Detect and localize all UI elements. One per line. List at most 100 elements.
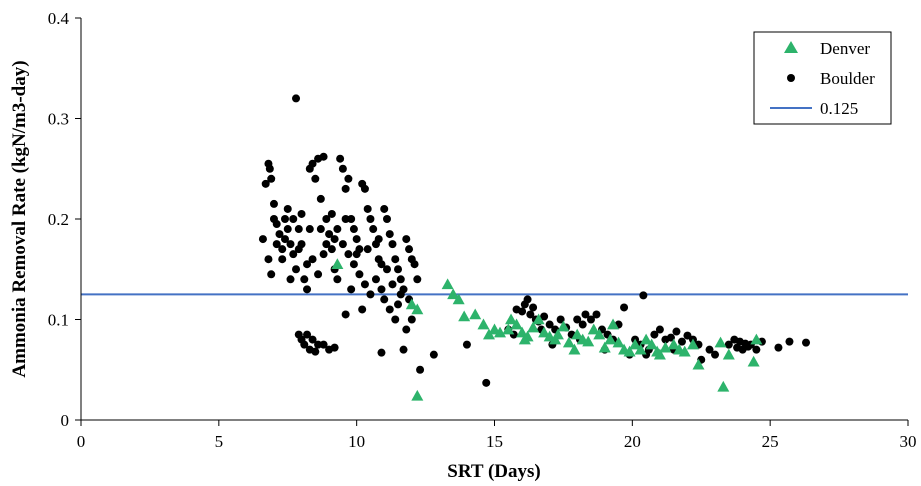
- boulder-point: [382, 215, 391, 223]
- boulder-point: [705, 345, 714, 354]
- boulder-point: [523, 295, 532, 304]
- boulder-point: [292, 94, 301, 103]
- denver-point: [452, 293, 465, 305]
- denver-point: [653, 348, 666, 360]
- boulder-point: [388, 280, 397, 289]
- legend-boulder-marker: [787, 74, 795, 82]
- x-tick-label: 25: [762, 432, 779, 451]
- boulder-point: [388, 240, 397, 249]
- boulder-point: [267, 174, 276, 183]
- boulder-point: [677, 337, 686, 346]
- denver-point: [505, 313, 518, 325]
- boulder-point: [316, 225, 325, 234]
- denver-point: [510, 318, 523, 330]
- x-tick-label: 30: [900, 432, 917, 451]
- y-tick-label: 0.2: [48, 210, 69, 229]
- boulder-point: [325, 230, 334, 239]
- boulder-point: [338, 164, 347, 173]
- denver-point: [612, 336, 625, 348]
- boulder-point: [374, 235, 383, 244]
- denver-point: [623, 345, 636, 357]
- boulder-point: [380, 295, 389, 304]
- denver-point: [571, 328, 584, 340]
- denver-point: [557, 320, 570, 332]
- boulder-point: [278, 255, 287, 264]
- denver-point: [494, 326, 507, 338]
- boulder-point: [283, 204, 292, 213]
- denver-point: [747, 355, 760, 367]
- boulder-point: [639, 291, 648, 300]
- denver-point: [678, 345, 691, 357]
- boulder-point: [308, 255, 317, 264]
- boulder-point: [336, 154, 345, 163]
- boulder-point: [366, 215, 375, 223]
- boulder-point: [344, 174, 353, 183]
- boulder-point: [545, 320, 554, 329]
- y-tick-label: 0.4: [48, 9, 70, 28]
- boulder-point: [341, 215, 350, 223]
- boulder-point: [396, 290, 405, 299]
- boulder-point: [377, 285, 386, 294]
- denver-point: [538, 326, 551, 338]
- boulder-point: [294, 245, 303, 254]
- boulder-point: [405, 245, 414, 254]
- boulder-point: [578, 320, 587, 329]
- boulder-point: [269, 199, 278, 208]
- legend: Denver Boulder 0.125: [753, 31, 892, 125]
- boulder-point: [385, 230, 394, 239]
- denver-point: [469, 308, 482, 320]
- denver-point: [587, 323, 600, 335]
- boulder-point: [311, 347, 320, 356]
- denver-point: [604, 333, 617, 345]
- boulder-point: [380, 204, 389, 213]
- boulder-point: [413, 275, 422, 284]
- boulder-point: [258, 235, 267, 244]
- denver-point: [411, 389, 424, 401]
- y-tick-label: 0: [61, 411, 70, 430]
- denver-point: [692, 358, 705, 370]
- plot-area: [81, 94, 908, 401]
- boulder-point: [303, 260, 312, 269]
- boulder-point: [347, 285, 356, 294]
- boulder-point: [316, 194, 325, 203]
- legend-boulder-label: Boulder: [820, 69, 875, 88]
- boulder-point: [366, 290, 375, 299]
- boulder-point: [586, 315, 595, 324]
- denver-point: [750, 333, 763, 345]
- legend-reference-label: 0.125: [820, 99, 858, 118]
- x-tick-label: 20: [624, 432, 641, 451]
- y-tick-label: 0.1: [48, 311, 69, 330]
- denver-point: [411, 303, 424, 315]
- x-tick-label: 5: [215, 432, 224, 451]
- denver-point: [582, 335, 595, 347]
- denver-point: [331, 258, 344, 270]
- boulder-point: [391, 255, 400, 264]
- denver-point: [458, 310, 471, 322]
- boulder-point: [330, 343, 339, 352]
- y-ticks: 0 0.1 0.2 0.3 0.4: [48, 9, 81, 430]
- boulder-point: [289, 250, 298, 259]
- boulder-point: [620, 303, 629, 312]
- boulder-point: [305, 225, 314, 234]
- boulder-point: [785, 337, 794, 346]
- denver-point: [717, 380, 730, 392]
- boulder-point: [402, 325, 411, 334]
- denver-point: [521, 330, 534, 342]
- boulder-point: [360, 280, 369, 289]
- boulder-point: [402, 235, 411, 244]
- denver-point: [562, 336, 575, 348]
- boulder-point: [385, 305, 394, 314]
- boulder-point: [369, 225, 378, 234]
- boulder-point: [303, 330, 312, 339]
- boulder-point: [319, 152, 328, 161]
- denver-point: [477, 318, 490, 330]
- boulder-point: [341, 184, 350, 193]
- boulder-point: [261, 179, 270, 188]
- boulder-point: [314, 340, 323, 349]
- boulder-point: [349, 260, 358, 269]
- boulder-point: [377, 260, 386, 269]
- boulder-point: [650, 330, 659, 339]
- denver-point: [598, 341, 611, 353]
- boulder-point: [322, 240, 331, 249]
- denver-point: [722, 348, 735, 360]
